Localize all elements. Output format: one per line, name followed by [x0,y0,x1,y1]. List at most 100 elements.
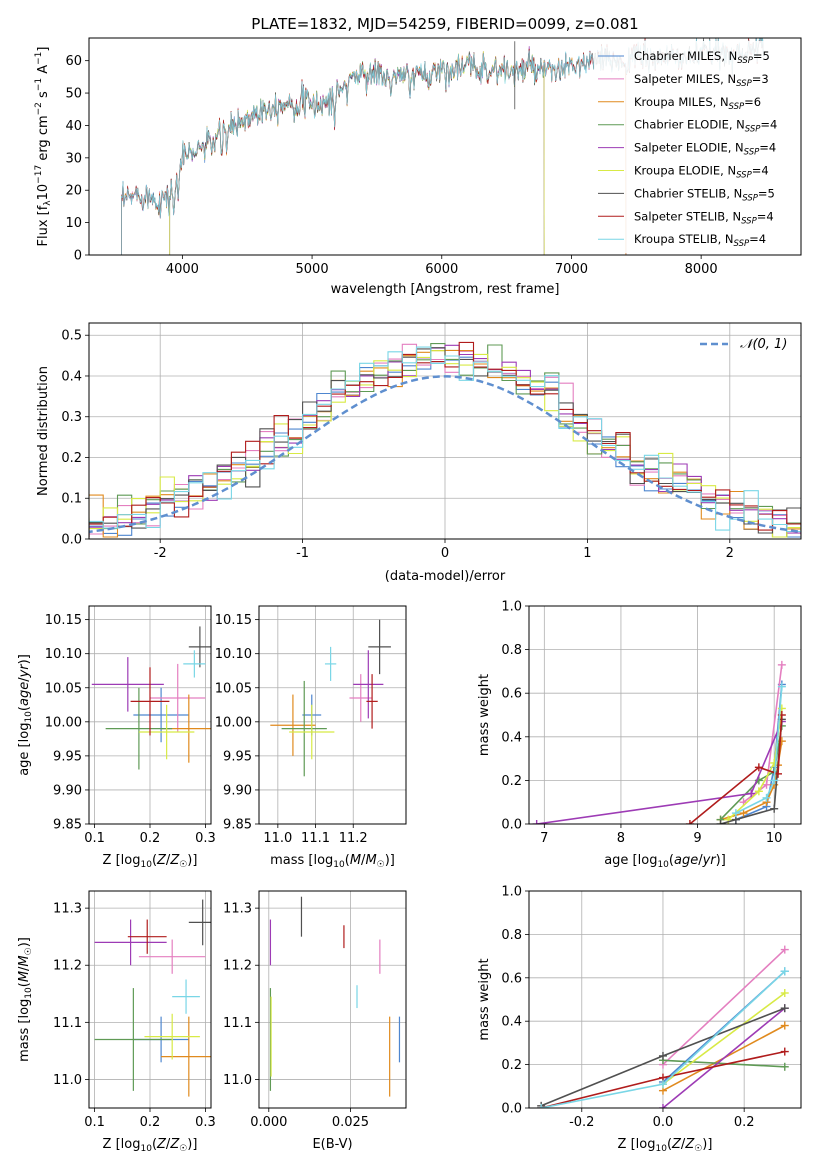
tick-label-y: 1.0 [501,885,522,900]
weight-line [662,1007,786,1108]
axis-label-y: mass weight [477,674,492,756]
tick-label-x: 0.2 [140,831,161,846]
tick-label-x: 9 [693,831,701,846]
tick-label-y: 9.85 [223,818,252,833]
panel-age_vs_Z: 0.1 0.2 0.3 9.85 9.90 9.95 10.00 10.05 10.10 10.1… [17,605,216,870]
tick-label-y: 10.05 [215,681,252,696]
tick-label-x: 5000 [296,262,329,277]
tick-label-y: 50 [65,87,82,102]
tick-label-x: 0.1 [84,1115,105,1130]
tick-label-y: 0.4 [501,730,522,745]
legend-label: 𝒩(0, 1) [740,337,787,352]
tick-label-y: 0.2 [61,451,82,466]
tick-label-x: 1 [583,546,591,561]
legend-label: Kroupa ELODIE, NSSP=4 [634,164,769,181]
axis-label-y: mass [log10(M/M☉)] [17,937,34,1062]
axes-frame [528,890,802,1109]
axes-frame [88,37,802,256]
tick-label-y: 11.3 [53,902,82,917]
tick-label-y: 20 [65,184,82,199]
tick-label-y: 11.3 [223,902,252,917]
tick-label-x: 0.3 [195,1115,216,1130]
tick-label-y: 10.10 [215,647,252,662]
plot-clip [532,660,786,824]
tick-label-y: 10.00 [45,715,82,730]
axes-frame [88,605,212,825]
tick-label-y: 0.2 [501,774,522,789]
tick-label-y: 10.15 [45,613,82,628]
tick-label-y: 10.10 [45,647,82,662]
plot-clip [91,626,211,770]
tick-label-y: 60 [65,54,82,69]
tick-label-y: 30 [65,151,82,166]
panel-residuals: -2 -1 0 1 2 0.0 0.1 0.2 0.3 0.4 0.5 𝒩(0, 1) (data-mo… [36,322,802,584]
panel-spectrum: 4000 5000 6000 7000 8000 0 10 20 30 40 50 60 Chabrie… [34,37,802,297]
tick-label-y: 0.6 [501,687,522,702]
tick-label-y: 0.6 [501,971,522,986]
tick-label-x: 4000 [166,262,199,277]
tick-label-x: 11.0 [263,831,292,846]
plot-clip [537,945,789,1108]
tick-label-y: 0.5 [61,329,82,344]
axis-label-x: Z [log10(Z/Z☉)] [103,853,198,870]
tick-label-y: 9.90 [53,783,82,798]
axis-label-y: Flux [fλ10−17 erg cm−2 s−1 A−1] [34,47,53,247]
axis-label-x: Z [log10(Z/Z☉)] [103,1137,198,1154]
legend-label: Chabrier STELIB, NSSP=5 [634,186,775,203]
tick-label-y: 11.2 [53,959,82,974]
tick-label-y: 11.1 [223,1016,252,1031]
tick-label-x: 0.025 [332,1115,369,1130]
tick-label-x: -0.2 [569,1115,594,1130]
plot-clip [121,38,764,255]
tick-label-y: 10.05 [45,681,82,696]
plot-clip [94,899,211,1097]
axes-frame [88,322,802,540]
tick-label-y: 0.0 [61,533,82,548]
axis-label-x: wavelength [Angstrom, rest frame] [331,282,560,297]
tick-label-x: -2 [154,546,167,561]
tick-label-y: 11.1 [53,1016,82,1031]
panel-mass_vs_EBV: 0.000 0.025 11.0 11.1 11.2 11.3 [223,890,407,1130]
axis-label-y: mass weight [477,958,492,1040]
tick-label-x: 0.1 [84,831,105,846]
tick-label-y: 40 [65,119,82,134]
legend-label: Salpeter STELIB, NSSP=4 [634,209,774,226]
weight-line [662,949,786,1066]
panel-mass_vs_Z: 0.1 0.2 0.3 11.0 11.1 11.2 11.3 Z [log10(Z/Z☉)]… [17,890,216,1154]
tick-label-y: 0.8 [501,928,522,943]
tick-label-x: 6000 [425,262,458,277]
legend-label: Salpeter ELODIE, NSSP=4 [634,141,776,158]
tick-label-y: 0.1 [61,492,82,507]
plot-clip [89,341,801,538]
tick-label-x: 11.2 [339,831,368,846]
tick-label-x: 11.1 [301,831,330,846]
tick-label-x: 2 [726,546,734,561]
tick-label-y: 9.95 [223,749,252,764]
tick-label-y: 0.8 [501,643,522,658]
axis-label-x: (data-model)/error [385,569,506,584]
tick-label-y: 9.85 [53,818,82,833]
weight-line [662,992,786,1085]
tick-label-x: 8 [617,831,625,846]
tick-label-x: -1 [296,546,309,561]
tick-label-y: 0.0 [501,1102,522,1117]
figure-title: PLATE=1832, MJD=54259, FIBERID=0099, z=0… [251,15,638,33]
panel-weight_vs_age: 7 8 9 10 0.0 0.2 0.4 0.6 0.8 1.0 age [log10(age/yr… [477,600,802,870]
legend-label: Chabrier MILES, NSSP=5 [634,49,770,66]
axis-label-x: Z [log10(Z/Z☉)] [618,1137,713,1154]
tick-label-y: 0.2 [501,1058,522,1073]
tick-label-y: 11.2 [223,959,252,974]
tick-label-x: 0 [441,546,449,561]
tick-label-y: 0.4 [501,1015,522,1030]
axis-label-x: age [log10(age/yr)] [604,853,726,870]
legend-label: Kroupa STELIB, NSSP=4 [634,232,766,249]
axes-frame [258,890,407,1109]
weight-line [735,686,783,814]
legend-bg [594,41,800,253]
plot-clip [269,896,401,1097]
tick-label-x: 10 [766,831,783,846]
tick-label-y: 11.0 [53,1073,82,1088]
tick-label-y: 10.00 [215,715,252,730]
